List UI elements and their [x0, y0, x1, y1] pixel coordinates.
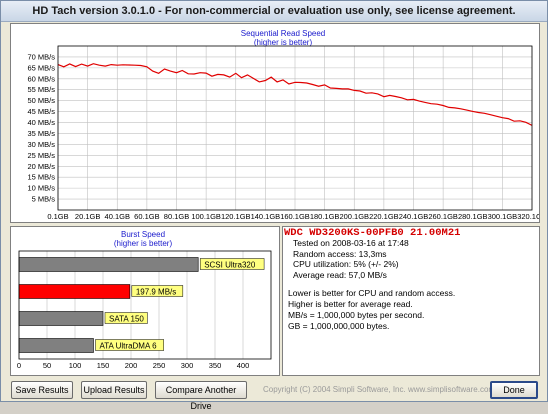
burst-x-tick-label: 350 — [209, 361, 222, 370]
seq-x-tick-label: 200.1GB — [339, 212, 369, 221]
burst-x-tick-label: 100 — [69, 361, 82, 370]
burst-x-tick-label: 150 — [97, 361, 110, 370]
burst-plot-frame — [18, 250, 272, 360]
seq-y-tick-label: 55 MB/s — [27, 85, 55, 94]
seq-y-tick-label: 35 MB/s — [27, 129, 55, 138]
seq-x-tick-label: 120.1GB — [221, 212, 251, 221]
tested-on-text: Tested on 2008-03-16 at 17:48 — [293, 238, 409, 248]
seq-x-tick-label: 280.1GB — [458, 212, 488, 221]
seq-y-tick-label: 15 MB/s — [27, 173, 55, 182]
burst-bar-label-box — [199, 258, 265, 270]
burst-x-tick-label: 0 — [17, 361, 21, 370]
sequential-read-series-line — [57, 63, 533, 126]
seq-x-tick-label: 40.1GB — [105, 212, 130, 221]
seq-x-tick-label: 20.1GB — [75, 212, 100, 221]
seq-y-tick-label: 30 MB/s — [27, 140, 55, 149]
seq-x-tick-label: 240.1GB — [399, 212, 429, 221]
sequential-read-chart: Sequential Read Speed (higher is better)… — [27, 29, 539, 221]
seq-x-tick-label: 260.1GB — [428, 212, 458, 221]
burst-speed-chart: Burst Speed (higher is better) SCSI Ultr… — [17, 230, 272, 370]
note-line-4: GB = 1,000,000,000 bytes. — [288, 321, 390, 331]
save-results-button[interactable]: Save Results — [11, 381, 73, 399]
seq-plot-frame — [57, 45, 533, 211]
burst-bar — [18, 311, 104, 326]
seq-x-tick-label: 160.1GB — [280, 212, 310, 221]
window-title: HD Tach version 3.0.1.0 - For non-commer… — [1, 1, 547, 22]
seq-x-tick-label: 300.1GB — [488, 212, 518, 221]
note-line-2: Higher is better for average read. — [288, 299, 413, 309]
seq-y-tick-label: 65 MB/s — [27, 63, 55, 72]
burst-bar — [18, 338, 94, 353]
seq-x-tick-label: 60.1GB — [134, 212, 159, 221]
burst-x-tick-label: 200 — [125, 361, 138, 370]
burst-bar — [18, 257, 199, 272]
burst-bar-label-box — [104, 312, 148, 324]
seq-y-tick-label: 5 MB/s — [32, 195, 56, 204]
burst-bar-label: ATA UltraDMA 6 — [99, 341, 157, 350]
copyright-text: Copyright (C) 2004 Simpli Software, Inc.… — [263, 385, 496, 394]
seq-y-tick-label: 70 MB/s — [27, 52, 55, 61]
seq-x-tick-label: 140.1GB — [251, 212, 281, 221]
seq-x-tick-label: 180.1GB — [310, 212, 340, 221]
burst-bar — [18, 284, 131, 299]
average-read-text: Average read: 57,0 MB/s — [293, 269, 387, 280]
burst-bar-label: SCSI Ultra320 — [204, 260, 256, 269]
results-notes: Lower is better for CPU and random acces… — [288, 288, 455, 332]
sequential-read-panel: Sequential Read Speed (higher is better)… — [10, 23, 540, 223]
burst-bar-label-box — [95, 339, 164, 351]
burst-x-tick-label: 50 — [43, 361, 51, 370]
seq-y-tick-label: 10 MB/s — [27, 184, 55, 193]
seq-y-tick-label: 60 MB/s — [27, 74, 55, 83]
burst-x-tick-label: 250 — [153, 361, 166, 370]
random-access-text: Random access: 13,3ms — [293, 248, 387, 259]
seq-x-tick-label: 100.1GB — [191, 212, 221, 221]
seq-y-tick-label: 25 MB/s — [27, 151, 55, 160]
seq-x-tick-label: 0.1GB — [47, 212, 68, 221]
upload-results-button[interactable]: Upload Results — [81, 381, 147, 399]
compare-another-drive-button[interactable]: Compare Another Drive — [155, 381, 247, 411]
drive-name: WDC WD3200KS-00PFB0 21.00M21 — [284, 227, 461, 239]
burst-x-tick-label: 400 — [237, 361, 250, 370]
seq-y-tick-label: 45 MB/s — [27, 107, 55, 116]
seq-y-tick-label: 50 MB/s — [27, 96, 55, 105]
results-stats: Tested on 2008-03-16 at 17:48 Random acc… — [293, 238, 409, 280]
seq-x-tick-label: 80.1GB — [164, 212, 189, 221]
seq-y-tick-label: 20 MB/s — [27, 162, 55, 171]
burst-bar-label: SATA 150 — [109, 314, 144, 323]
results-panel — [282, 226, 540, 376]
burst-bar-label: 197.9 MB/s — [136, 287, 176, 296]
note-line-3: MB/s = 1,000,000 bytes per second. — [288, 310, 425, 320]
note-line-1: Lower is better for CPU and random acces… — [288, 288, 456, 298]
done-button[interactable]: Done — [490, 381, 538, 399]
burst-chart-subtitle: (higher is better) — [114, 239, 173, 248]
burst-speed-panel: Burst Speed (higher is better) SCSI Ultr… — [10, 226, 280, 376]
seq-x-tick-label: 220.1GB — [369, 212, 399, 221]
burst-bar-label-box — [131, 285, 184, 297]
seq-chart-subtitle: (higher is better) — [254, 38, 313, 47]
burst-chart-title: Burst Speed — [121, 230, 165, 239]
burst-x-tick-label: 300 — [181, 361, 194, 370]
seq-chart-title: Sequential Read Speed — [241, 29, 326, 38]
cpu-utilization-text: CPU utilization: 5% (+/- 2%) — [293, 259, 399, 269]
seq-x-tick-label: 320.1GB — [517, 212, 539, 221]
seq-y-tick-label: 40 MB/s — [27, 118, 55, 127]
